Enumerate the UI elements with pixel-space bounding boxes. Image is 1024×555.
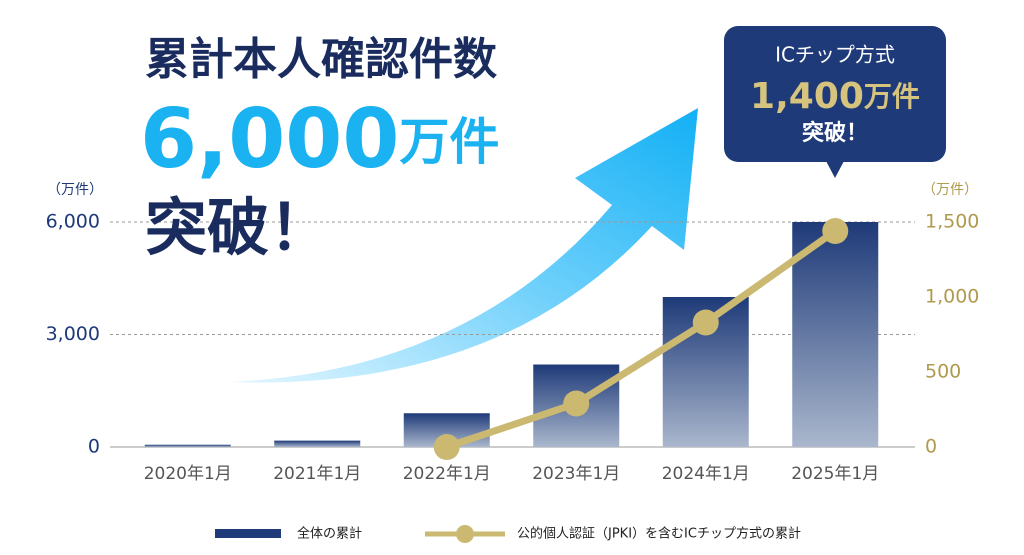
headline-value: 6,000 [140,92,399,187]
headline-unit: 万件 [399,113,499,171]
legend-swatch [456,525,474,543]
headline-suffix: 突破！ [145,191,331,264]
y-axis-label: （万件） [47,182,103,198]
callout-suffix: 突破！ [802,120,868,146]
x-tick-label: 2025年1月 [791,464,879,484]
bar [144,444,231,447]
line-marker [433,434,460,460]
y2-tick-label: 1,000 [925,286,979,308]
x-tick-label: 2020年1月 [144,464,232,484]
y-tick-label: 0 [88,436,100,458]
bar [274,440,361,447]
y2-axis-label: （万件） [922,182,978,198]
x-tick-label: 2021年1月 [273,464,361,484]
callout-number: 1,400万件 [750,76,920,117]
y2-tick-label: 500 [925,361,961,383]
legend-swatch [215,529,281,538]
callout-title: ICチップ方式 [775,43,895,67]
callout-value: 1,400 [750,76,864,117]
arrow-decoration [228,108,698,383]
callout-box [724,26,946,162]
y2-tick-label: 0 [925,436,937,458]
x-tick-label: 2022年1月 [403,464,491,484]
y-tick-label: 3,000 [46,323,100,345]
line-marker [692,309,719,336]
callout-pointer [826,161,844,178]
y-tick-label: 6,000 [46,211,100,233]
line [445,228,838,451]
callout-unit: 万件 [864,80,920,113]
x-tick-label: 2024年1月 [662,464,750,484]
headline-title: 累計本人確認件数 [145,34,497,85]
x-tick-label: 2023年1月 [532,464,620,484]
line-marker [563,390,590,417]
y2-tick-label: 1,500 [925,211,979,233]
line-marker [822,218,849,244]
legend-label: 全体の累計 [297,526,362,542]
legend-label: 公的個人認証（JPKI）を含むICチップ方式の累計 [517,526,801,542]
bar [792,222,879,447]
headline-number: 6,000万件 [140,92,499,187]
